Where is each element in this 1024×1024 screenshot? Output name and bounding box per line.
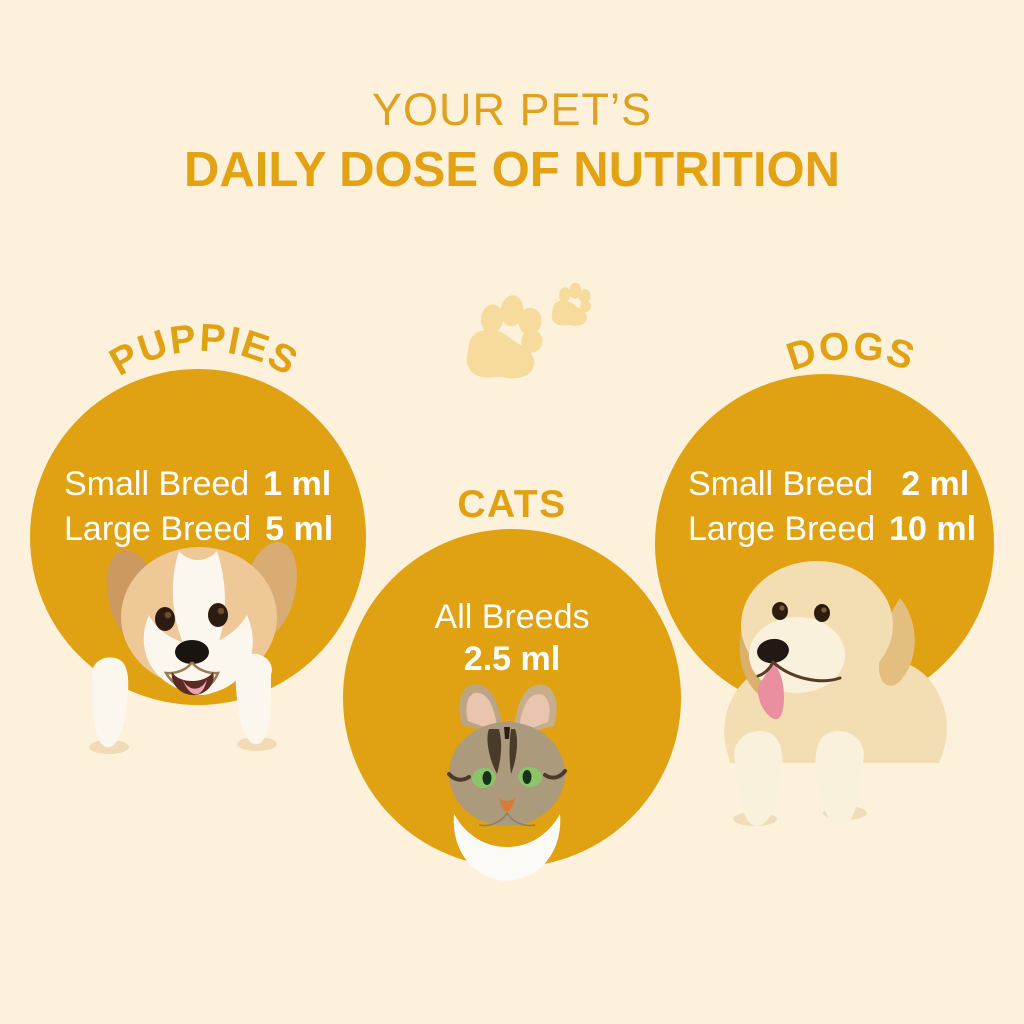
svg-text:PUPPIES: PUPPIES: [103, 317, 306, 385]
svg-text:CATS: CATS: [457, 483, 566, 526]
svg-text:DOGS: DOGS: [781, 324, 920, 379]
